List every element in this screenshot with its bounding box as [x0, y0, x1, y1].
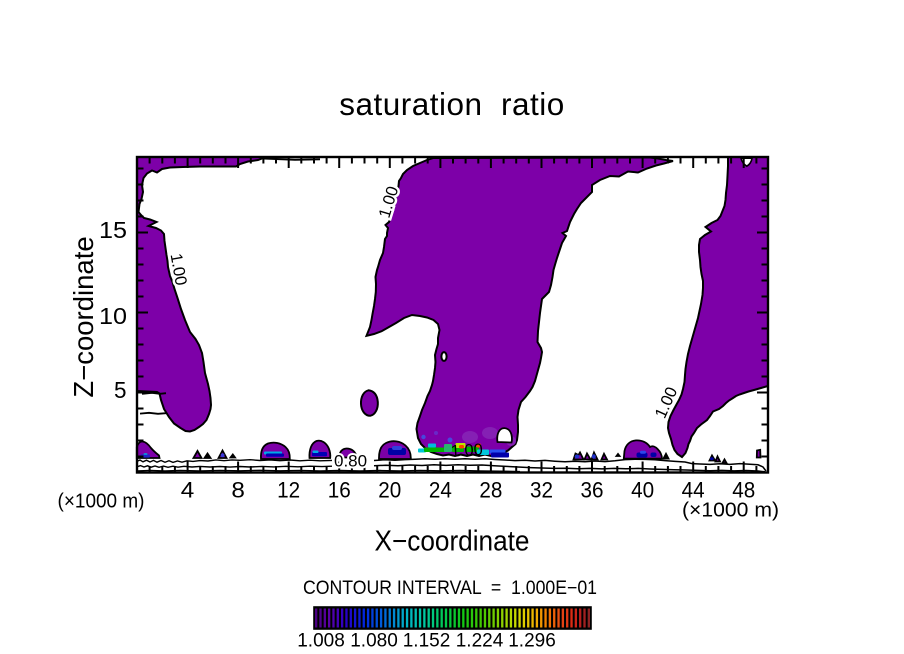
svg-text:1.00: 1.00	[450, 441, 483, 461]
svg-text:44: 44	[682, 478, 705, 503]
svg-text:28: 28	[479, 478, 502, 503]
svg-text:8: 8	[231, 478, 245, 503]
svg-text:1.080: 1.080	[350, 631, 398, 652]
svg-text:5: 5	[114, 377, 127, 403]
svg-text:20: 20	[378, 478, 401, 503]
svg-text:1.152: 1.152	[403, 631, 451, 652]
svg-text:40: 40	[631, 478, 654, 503]
svg-text:16: 16	[328, 478, 351, 503]
svg-text:(×1000 m): (×1000 m)	[682, 499, 779, 522]
svg-text:0.80: 0.80	[334, 452, 367, 471]
svg-text:X−coordinate: X−coordinate	[375, 526, 530, 558]
svg-text:Z−coordinate: Z−coordinate	[68, 236, 99, 397]
svg-text:CONTOUR INTERVAL = 1.000E−01: CONTOUR INTERVAL = 1.000E−01	[303, 578, 597, 599]
svg-text:4: 4	[181, 478, 195, 503]
svg-text:1.296: 1.296	[508, 631, 556, 652]
svg-text:12: 12	[277, 478, 300, 503]
svg-text:saturation ratio: saturation ratio	[339, 86, 565, 122]
svg-text:(×1000 m): (×1000 m)	[58, 490, 145, 513]
svg-text:32: 32	[530, 478, 553, 503]
svg-text:10: 10	[99, 303, 127, 329]
svg-text:36: 36	[581, 478, 604, 503]
svg-text:1.008: 1.008	[297, 631, 345, 652]
svg-text:48: 48	[732, 478, 755, 503]
svg-text:24: 24	[429, 478, 452, 503]
svg-text:15: 15	[99, 217, 127, 243]
svg-text:1.224: 1.224	[456, 631, 504, 652]
